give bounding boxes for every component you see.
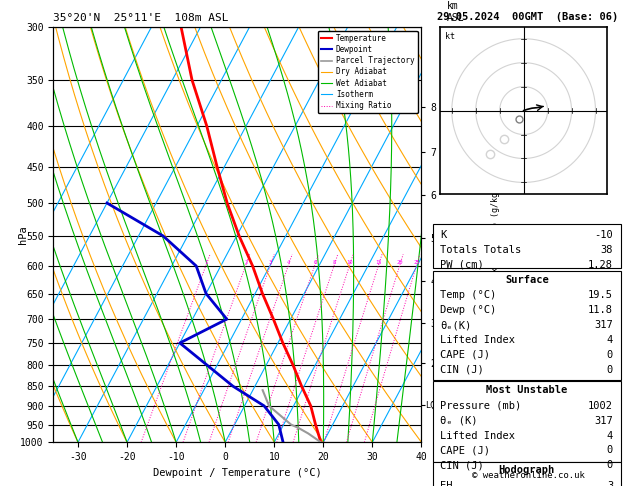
Text: 6: 6 bbox=[313, 260, 316, 265]
Text: Most Unstable: Most Unstable bbox=[486, 385, 567, 395]
Text: kt: kt bbox=[445, 32, 455, 41]
Text: 0: 0 bbox=[607, 350, 613, 360]
Text: 10: 10 bbox=[347, 260, 353, 265]
Text: LCL: LCL bbox=[425, 401, 440, 410]
Bar bbox=[433, 271, 621, 380]
Text: Mixing Ratio (g/kg): Mixing Ratio (g/kg) bbox=[491, 187, 499, 282]
Text: -10: -10 bbox=[594, 230, 613, 240]
Text: 0: 0 bbox=[607, 365, 613, 375]
Text: 29.05.2024  00GMT  (Base: 06): 29.05.2024 00GMT (Base: 06) bbox=[437, 12, 618, 22]
X-axis label: Dewpoint / Temperature (°C): Dewpoint / Temperature (°C) bbox=[153, 468, 322, 478]
Text: CIN (J): CIN (J) bbox=[440, 460, 484, 470]
Text: Pressure (mb): Pressure (mb) bbox=[440, 401, 521, 411]
Text: 4: 4 bbox=[607, 335, 613, 345]
Text: 15: 15 bbox=[376, 260, 382, 265]
Text: PW (cm): PW (cm) bbox=[440, 260, 484, 270]
Text: Surface: Surface bbox=[505, 275, 548, 284]
Bar bbox=[433, 224, 621, 268]
Text: 4: 4 bbox=[607, 431, 613, 440]
Legend: Temperature, Dewpoint, Parcel Trajectory, Dry Adiabat, Wet Adiabat, Isotherm, Mi: Temperature, Dewpoint, Parcel Trajectory… bbox=[318, 31, 418, 113]
Bar bbox=[433, 382, 621, 462]
Text: 3: 3 bbox=[607, 481, 613, 486]
Text: 2: 2 bbox=[244, 260, 248, 265]
Text: 35°20'N  25°11'E  108m ASL: 35°20'N 25°11'E 108m ASL bbox=[53, 13, 229, 23]
Text: CAPE (J): CAPE (J) bbox=[440, 350, 491, 360]
Text: 4: 4 bbox=[287, 260, 290, 265]
Text: 20: 20 bbox=[397, 260, 403, 265]
Text: Hodograph: Hodograph bbox=[499, 465, 555, 475]
Text: Temp (°C): Temp (°C) bbox=[440, 290, 497, 300]
Text: 317: 317 bbox=[594, 416, 613, 426]
Text: Lifted Index: Lifted Index bbox=[440, 431, 515, 440]
Text: 3: 3 bbox=[269, 260, 272, 265]
Text: 19.5: 19.5 bbox=[588, 290, 613, 300]
Text: 0: 0 bbox=[607, 446, 613, 455]
Text: 38: 38 bbox=[601, 245, 613, 255]
Text: hPa: hPa bbox=[18, 225, 28, 244]
Text: 25: 25 bbox=[413, 260, 420, 265]
Text: 317: 317 bbox=[594, 320, 613, 330]
Text: Dewp (°C): Dewp (°C) bbox=[440, 305, 497, 315]
Text: CAPE (J): CAPE (J) bbox=[440, 446, 491, 455]
Text: km
ASL: km ASL bbox=[447, 1, 465, 22]
Text: EH: EH bbox=[440, 481, 453, 486]
Text: CIN (J): CIN (J) bbox=[440, 365, 484, 375]
Text: Lifted Index: Lifted Index bbox=[440, 335, 515, 345]
Text: © weatheronline.co.uk: © weatheronline.co.uk bbox=[472, 471, 585, 480]
Text: 11.8: 11.8 bbox=[588, 305, 613, 315]
Text: θₑ(K): θₑ(K) bbox=[440, 320, 472, 330]
Text: 1.28: 1.28 bbox=[588, 260, 613, 270]
Text: 8: 8 bbox=[333, 260, 336, 265]
Text: θₑ (K): θₑ (K) bbox=[440, 416, 478, 426]
Text: 1: 1 bbox=[204, 260, 208, 265]
Text: K: K bbox=[440, 230, 447, 240]
Text: 1002: 1002 bbox=[588, 401, 613, 411]
Text: Totals Totals: Totals Totals bbox=[440, 245, 521, 255]
Bar bbox=[433, 462, 621, 486]
Text: 0: 0 bbox=[607, 460, 613, 470]
